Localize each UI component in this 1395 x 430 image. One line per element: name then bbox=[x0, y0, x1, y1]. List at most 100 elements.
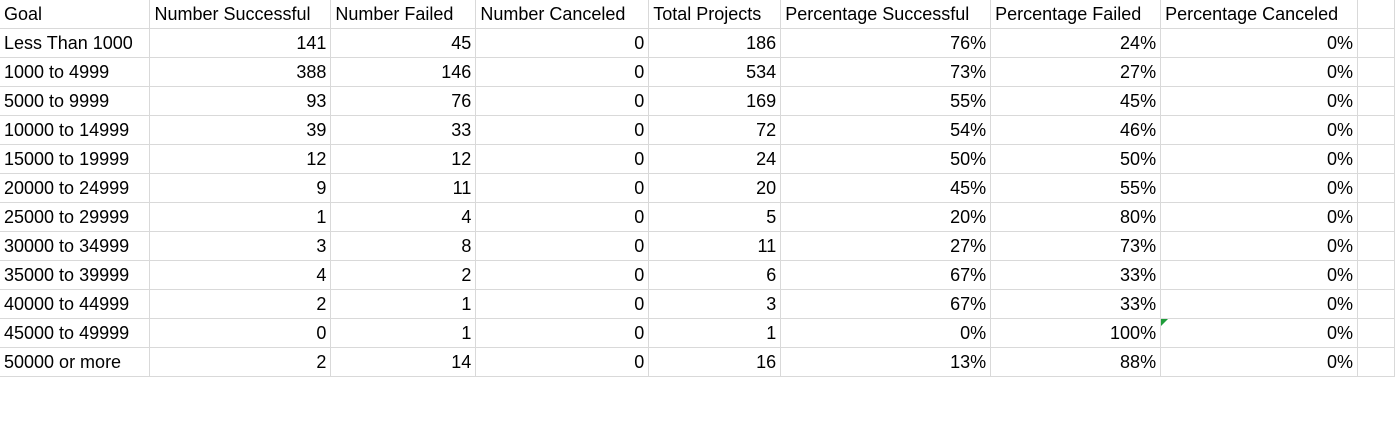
number-canceled-cell[interactable]: 0 bbox=[475, 202, 650, 232]
number-canceled-cell[interactable]: 0 bbox=[475, 144, 650, 174]
empty-cell[interactable] bbox=[1357, 115, 1395, 145]
goal-cell[interactable]: 10000 to 14999 bbox=[0, 115, 151, 145]
number-failed-cell[interactable]: 1 bbox=[330, 289, 477, 319]
number-canceled-cell[interactable]: 0 bbox=[475, 318, 650, 348]
total-projects-cell[interactable]: 11 bbox=[648, 231, 782, 261]
percentage-successful-cell[interactable]: 54% bbox=[780, 115, 992, 145]
percentage-failed-cell[interactable]: 88% bbox=[990, 347, 1162, 377]
number-successful-cell[interactable]: 12 bbox=[149, 144, 332, 174]
total-projects-cell[interactable]: 534 bbox=[648, 57, 782, 87]
percentage-canceled-cell[interactable]: 0% bbox=[1160, 231, 1359, 261]
number-canceled-cell[interactable]: 0 bbox=[475, 173, 650, 203]
percentage-failed-cell[interactable]: 24% bbox=[990, 28, 1162, 58]
percentage-successful-cell[interactable]: 45% bbox=[780, 173, 992, 203]
percentage-successful-cell[interactable]: 50% bbox=[780, 144, 992, 174]
header-number-canceled[interactable]: Number Canceled bbox=[475, 0, 650, 29]
empty-cell[interactable] bbox=[1357, 260, 1395, 290]
percentage-successful-cell[interactable]: 20% bbox=[780, 202, 992, 232]
number-failed-cell[interactable]: 1 bbox=[330, 318, 477, 348]
number-canceled-cell[interactable]: 0 bbox=[475, 86, 650, 116]
percentage-canceled-cell[interactable]: 0% bbox=[1160, 318, 1359, 348]
goal-cell[interactable]: 30000 to 34999 bbox=[0, 231, 151, 261]
percentage-successful-cell[interactable]: 0% bbox=[780, 318, 992, 348]
number-successful-cell[interactable]: 0 bbox=[149, 318, 332, 348]
total-projects-cell[interactable]: 72 bbox=[648, 115, 782, 145]
number-successful-cell[interactable]: 39 bbox=[149, 115, 332, 145]
percentage-failed-cell[interactable]: 73% bbox=[990, 231, 1162, 261]
goal-cell[interactable]: 40000 to 44999 bbox=[0, 289, 151, 319]
percentage-failed-cell[interactable]: 33% bbox=[990, 260, 1162, 290]
number-successful-cell[interactable]: 141 bbox=[149, 28, 332, 58]
empty-cell[interactable] bbox=[1357, 86, 1395, 116]
percentage-failed-cell[interactable]: 50% bbox=[990, 144, 1162, 174]
header-goal[interactable]: Goal bbox=[0, 0, 151, 29]
percentage-failed-cell[interactable]: 46% bbox=[990, 115, 1162, 145]
number-failed-cell[interactable]: 12 bbox=[330, 144, 477, 174]
header-number-failed[interactable]: Number Failed bbox=[330, 0, 477, 29]
total-projects-cell[interactable]: 16 bbox=[648, 347, 782, 377]
percentage-canceled-cell[interactable]: 0% bbox=[1160, 260, 1359, 290]
percentage-failed-cell[interactable]: 55% bbox=[990, 173, 1162, 203]
total-projects-cell[interactable]: 169 bbox=[648, 86, 782, 116]
goal-cell[interactable]: 45000 to 49999 bbox=[0, 318, 151, 348]
empty-cell[interactable] bbox=[1357, 28, 1395, 58]
number-canceled-cell[interactable]: 0 bbox=[475, 231, 650, 261]
number-canceled-cell[interactable]: 0 bbox=[475, 28, 650, 58]
percentage-successful-cell[interactable]: 67% bbox=[780, 260, 992, 290]
number-canceled-cell[interactable]: 0 bbox=[475, 347, 650, 377]
percentage-canceled-cell[interactable]: 0% bbox=[1160, 57, 1359, 87]
percentage-failed-cell[interactable]: 80% bbox=[990, 202, 1162, 232]
percentage-failed-cell[interactable]: 45% bbox=[990, 86, 1162, 116]
goal-cell[interactable]: 20000 to 24999 bbox=[0, 173, 151, 203]
header-total-projects[interactable]: Total Projects bbox=[648, 0, 782, 29]
total-projects-cell[interactable]: 6 bbox=[648, 260, 782, 290]
number-canceled-cell[interactable]: 0 bbox=[475, 115, 650, 145]
total-projects-cell[interactable]: 24 bbox=[648, 144, 782, 174]
number-successful-cell[interactable]: 2 bbox=[149, 289, 332, 319]
number-failed-cell[interactable]: 2 bbox=[330, 260, 477, 290]
number-canceled-cell[interactable]: 0 bbox=[475, 260, 650, 290]
number-failed-cell[interactable]: 4 bbox=[330, 202, 477, 232]
number-successful-cell[interactable]: 3 bbox=[149, 231, 332, 261]
empty-cell[interactable] bbox=[1357, 202, 1395, 232]
number-canceled-cell[interactable]: 0 bbox=[475, 289, 650, 319]
number-successful-cell[interactable]: 388 bbox=[149, 57, 332, 87]
percentage-successful-cell[interactable]: 73% bbox=[780, 57, 992, 87]
number-canceled-cell[interactable]: 0 bbox=[475, 57, 650, 87]
percentage-failed-cell[interactable]: 27% bbox=[990, 57, 1162, 87]
number-successful-cell[interactable]: 1 bbox=[149, 202, 332, 232]
number-failed-cell[interactable]: 76 bbox=[330, 86, 477, 116]
empty-cell[interactable] bbox=[1357, 173, 1395, 203]
percentage-canceled-cell[interactable]: 0% bbox=[1160, 347, 1359, 377]
percentage-canceled-cell[interactable]: 0% bbox=[1160, 173, 1359, 203]
header-percentage-successful[interactable]: Percentage Successful bbox=[780, 0, 992, 29]
empty-cell[interactable] bbox=[1357, 318, 1395, 348]
percentage-canceled-cell[interactable]: 0% bbox=[1160, 28, 1359, 58]
percentage-successful-cell[interactable]: 55% bbox=[780, 86, 992, 116]
empty-cell[interactable] bbox=[1357, 231, 1395, 261]
total-projects-cell[interactable]: 1 bbox=[648, 318, 782, 348]
number-successful-cell[interactable]: 9 bbox=[149, 173, 332, 203]
goal-cell[interactable]: 25000 to 29999 bbox=[0, 202, 151, 232]
header-percentage-failed[interactable]: Percentage Failed bbox=[990, 0, 1162, 29]
goal-cell[interactable]: 5000 to 9999 bbox=[0, 86, 151, 116]
total-projects-cell[interactable]: 20 bbox=[648, 173, 782, 203]
empty-cell[interactable] bbox=[1357, 0, 1395, 29]
goal-cell[interactable]: Less Than 1000 bbox=[0, 28, 151, 58]
percentage-successful-cell[interactable]: 13% bbox=[780, 347, 992, 377]
percentage-canceled-cell[interactable]: 0% bbox=[1160, 86, 1359, 116]
number-failed-cell[interactable]: 45 bbox=[330, 28, 477, 58]
header-percentage-canceled[interactable]: Percentage Canceled bbox=[1160, 0, 1359, 29]
percentage-canceled-cell[interactable]: 0% bbox=[1160, 115, 1359, 145]
goal-cell[interactable]: 35000 to 39999 bbox=[0, 260, 151, 290]
number-successful-cell[interactable]: 4 bbox=[149, 260, 332, 290]
empty-cell[interactable] bbox=[1357, 289, 1395, 319]
number-successful-cell[interactable]: 2 bbox=[149, 347, 332, 377]
number-failed-cell[interactable]: 33 bbox=[330, 115, 477, 145]
total-projects-cell[interactable]: 5 bbox=[648, 202, 782, 232]
number-failed-cell[interactable]: 14 bbox=[330, 347, 477, 377]
percentage-canceled-cell[interactable]: 0% bbox=[1160, 144, 1359, 174]
total-projects-cell[interactable]: 186 bbox=[648, 28, 782, 58]
goal-cell[interactable]: 1000 to 4999 bbox=[0, 57, 151, 87]
number-failed-cell[interactable]: 8 bbox=[330, 231, 477, 261]
